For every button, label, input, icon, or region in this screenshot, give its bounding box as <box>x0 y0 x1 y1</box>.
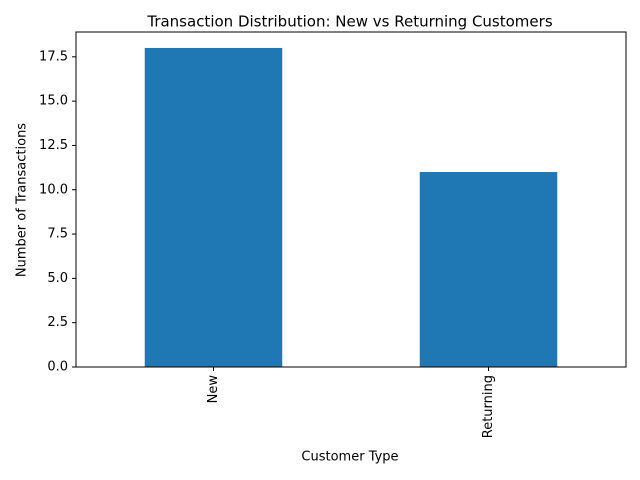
y-tick-label: 2.5 <box>47 315 68 330</box>
x-axis-label: Customer Type <box>301 450 398 465</box>
y-axis-label: Number of Transactions <box>15 123 30 277</box>
y-tick-label: 12.5 <box>39 138 68 153</box>
x-tick-label: New <box>206 375 221 404</box>
plot-frame <box>75 31 627 368</box>
y-tick-label: 7.5 <box>47 227 68 242</box>
y-tick-label: 17.5 <box>39 49 68 64</box>
x-tick-label: Returning <box>481 375 496 438</box>
bar <box>144 47 283 367</box>
y-tick-label: 0.0 <box>47 360 68 375</box>
bar <box>419 172 558 367</box>
y-tick-label: 10.0 <box>39 182 68 197</box>
y-tick-label: 5.0 <box>47 271 68 286</box>
y-tick-label: 15.0 <box>39 94 68 109</box>
chart-title: Transaction Distribution: New vs Returni… <box>146 13 552 31</box>
